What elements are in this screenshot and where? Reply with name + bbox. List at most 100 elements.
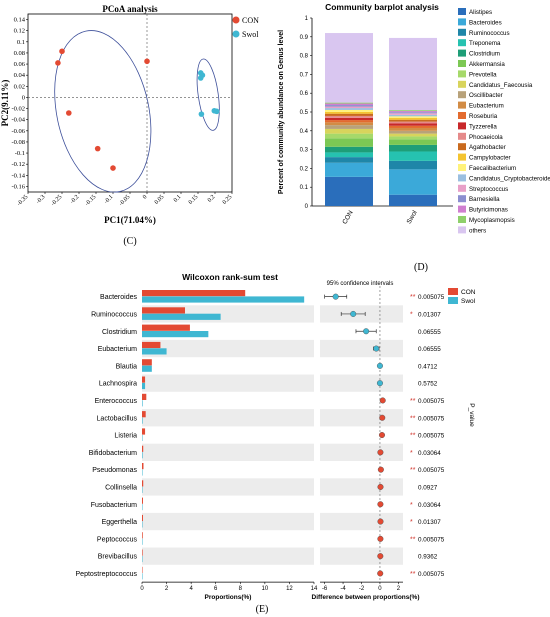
wilcoxon-significance-stars: ** [410, 415, 416, 422]
wilcoxon-significance-stars: * [410, 502, 413, 509]
pcoa-point-con [94, 145, 101, 152]
barplot-segment-bacteroides [325, 162, 373, 177]
pcoa-legend-label-swol: Swol [242, 30, 259, 39]
wilcoxon-taxon-label: Collinsella [105, 484, 137, 491]
barplot-y-tick-label: 0 [305, 204, 309, 210]
wilcoxon-p-value: 0.005075 [418, 433, 445, 440]
wilcoxon-bar-con [142, 428, 146, 435]
wilcoxon-left-x-tick-label: 4 [189, 586, 193, 592]
barplot-y-tick-label: 0.7 [300, 72, 309, 78]
wilcoxon-p-value: 0.005075 [418, 571, 445, 578]
panel-label-c: (C) [123, 236, 136, 247]
pcoa-x-tick-label: -0.05 [118, 194, 131, 207]
pcoa-legend-marker-swol [232, 30, 240, 38]
pcoa-y-tick-label: -0.14 [11, 172, 25, 179]
pcoa-y-tick-label: 0 [22, 94, 25, 101]
wilcoxon-p-value: 0.005075 [418, 467, 445, 474]
wilcoxon-diff-point [379, 414, 386, 421]
wilcoxon-taxon-label: Eubacterium [98, 346, 137, 353]
wilcoxon-p-value: 0.005075 [418, 415, 445, 422]
wilcoxon-title: Wilcoxon rank-sum test [182, 272, 278, 282]
wilcoxon-bar-swol [142, 452, 143, 459]
wilcoxon-significance-stars: * [410, 450, 413, 457]
barplot-legend-swatch [458, 174, 466, 182]
wilcoxon-bar-swol [142, 573, 143, 580]
pcoa-point-con [144, 58, 150, 65]
barplot-y-tick-label: 1 [305, 16, 309, 22]
pcoa-point-swol [213, 108, 220, 115]
barplot-segment-candidatus_faecousia [389, 133, 437, 137]
wilcoxon-p-value: 0.06555 [418, 329, 441, 336]
wilcoxon-bar-swol [142, 434, 143, 441]
wilcoxon-taxon-label: Listeria [114, 433, 137, 440]
pcoa-frame [27, 13, 233, 193]
wilcoxon-significance-stars: ** [410, 571, 416, 578]
wilcoxon-p-value: 0.06555 [418, 346, 441, 353]
wilcoxon-bar-swol [142, 382, 146, 390]
wilcoxon-bar-con [142, 393, 147, 400]
barplot-segment-akkermansia [325, 138, 373, 147]
barplot-legend-label: Barnesiella [469, 196, 500, 203]
wilcoxon-diff-point [377, 483, 384, 490]
wilcoxon-bar-con [142, 290, 246, 297]
barplot-segment-prevotella [389, 136, 437, 140]
pcoa-y-tick-label: 0.12 [14, 28, 25, 35]
wilcoxon-legend-swatch-swol [448, 297, 458, 304]
barplot-y-tick-label: 0.6 [300, 91, 309, 97]
wilcoxon-significance-stars: ** [410, 467, 416, 474]
wilcoxon-right-stripe [320, 512, 403, 531]
wilcoxon-p-value: 0.005075 [418, 398, 445, 405]
wilcoxon-right-stripe [320, 339, 403, 358]
wilcoxon-left-x-tick-label: 6 [214, 586, 218, 592]
barplot-legend-swatch [458, 91, 466, 99]
barplot-legend-label: Campylobacter [469, 155, 511, 162]
barplot-legend-label: Oscillibacter [469, 92, 503, 99]
pcoa-y-tick-label: -0.16 [11, 183, 25, 190]
wilcoxon-diff-point [377, 553, 384, 560]
pcoa-point-con [110, 165, 116, 171]
pcoa-x-axis-label: PC1(71.04%) [104, 215, 156, 225]
barplot-segment-treponema [389, 151, 437, 161]
pcoa-point-swol [197, 75, 204, 81]
wilcoxon-diff-point [377, 570, 384, 577]
barplot-segment-tyzzerella [389, 123, 437, 126]
wilcoxon-taxon-label: Fusobacterium [91, 502, 137, 509]
wilcoxon-left-stripe [142, 478, 314, 496]
wilcoxon-diff-point [376, 380, 383, 387]
wilcoxon-diff-point [379, 397, 386, 404]
barplot-segment-candidatus_cryptobacteroides [389, 114, 437, 117]
wilcoxon-p-value: 0.9362 [418, 554, 438, 561]
wilcoxon-right-stripe [320, 409, 403, 427]
wilcoxon-taxon-label: Clostridium [102, 329, 137, 336]
pcoa-y-tick-label: -0.12 [11, 161, 25, 168]
wilcoxon-bar-swol [142, 365, 152, 372]
barplot-legend-label: Eubacterium [469, 103, 504, 110]
wilcoxon-left-x-tick-label: 2 [165, 586, 169, 592]
pcoa-y-tick-label: 0.14 [14, 17, 26, 24]
wilcoxon-legend-label-swol: Swol [461, 298, 476, 305]
wilcoxon-significance-stars: ** [410, 398, 416, 405]
wilcoxon-p-value: 0.03064 [418, 502, 441, 509]
wilcoxon-bar-con [142, 324, 190, 331]
barplot-segment-others [325, 33, 373, 103]
barplot-category-label: CON [341, 209, 354, 225]
wilcoxon-taxon-label: Ruminococcus [91, 311, 137, 318]
wilcoxon-pvalue-axis-label: P_value [468, 403, 475, 427]
pcoa-x-tick-label: -0.15 [84, 194, 97, 207]
barplot-y-tick-label: 0.5 [300, 110, 309, 116]
wilcoxon-left-stripe [142, 512, 314, 531]
barplot-y-tick-label: 0.2 [300, 166, 309, 172]
wilcoxon-right-x-axis-label: Difference between proportions(%) [312, 594, 420, 601]
barplot-legend-swatch [458, 70, 466, 78]
pcoa-point-swol [198, 111, 205, 117]
wilcoxon-bar-swol [142, 469, 143, 476]
barplot-legend-label: Treponema [469, 40, 501, 47]
barplot-legend-label: Akkermansia [469, 61, 505, 68]
pcoa-x-tick-label: 0 [142, 194, 148, 200]
pcoa-y-tick-label: -0.06 [11, 128, 25, 135]
pcoa-y-tick-label: -0.08 [11, 139, 25, 146]
barplot-segment-others [389, 37, 437, 111]
wilcoxon-p-value: 0.005075 [418, 294, 445, 301]
barplot-segment-streptococcus [389, 113, 437, 115]
wilcoxon-left-x-tick-label: 0 [140, 586, 144, 592]
